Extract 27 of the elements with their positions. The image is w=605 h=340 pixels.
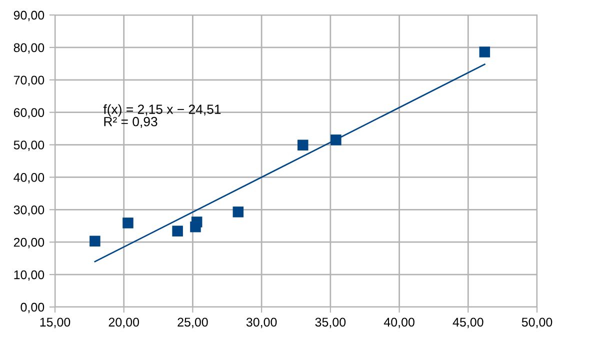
y-tick-label: 70,00 — [14, 76, 44, 86]
point — [232, 206, 244, 218]
y-tick-label: 90,00 — [14, 10, 44, 22]
y-tick-label: 60,00 — [14, 108, 44, 118]
y-tick-label: 20,00 — [14, 238, 44, 248]
x-tick-label: 40,00 — [384, 318, 414, 328]
y-tick-label: 50,00 — [14, 140, 44, 151]
x-tick-label: 15,00 — [40, 318, 70, 328]
y-tick-label: 0,00 — [20, 302, 44, 314]
point — [298, 140, 308, 150]
x-tick-label: 35,00 — [315, 318, 346, 328]
x-tick-label: 45,00 — [452, 318, 484, 328]
point — [479, 46, 490, 58]
y-tick-label: 40,00 — [14, 173, 44, 184]
point — [191, 216, 202, 228]
y-tick-label: 30,00 — [14, 205, 44, 216]
point — [330, 134, 342, 146]
y-tick-label: 10,00 — [14, 270, 44, 281]
point — [122, 218, 134, 228]
x-tick-label: 30,00 — [246, 318, 277, 328]
x-tick-label: 20,00 — [108, 318, 140, 328]
annotation: f(x) = 2,15 x − 24,51 R² = 0,93 — [103, 104, 221, 128]
point — [172, 226, 183, 236]
x-tick-label: 50,00 — [522, 318, 552, 328]
y-tick-label: 80,00 — [14, 43, 44, 54]
x-tick-label: 25,00 — [178, 318, 208, 328]
point — [90, 236, 100, 247]
